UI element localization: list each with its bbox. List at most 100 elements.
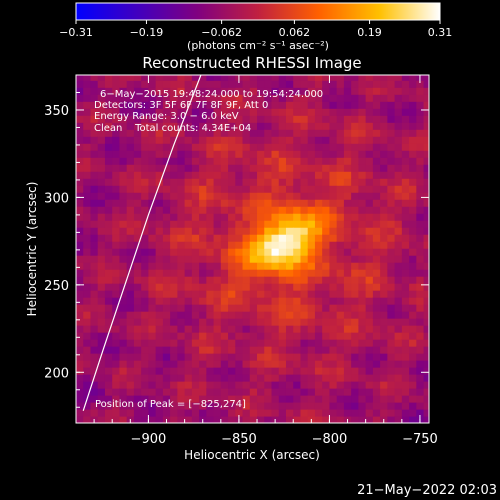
heatmap-cell [235, 367, 244, 375]
heatmap-cell [184, 87, 193, 95]
heatmap-cell [249, 94, 258, 102]
heatmap-cell [351, 374, 359, 382]
heatmap-cell [314, 122, 323, 130]
heatmap-cell [148, 311, 157, 319]
heatmap-cell [191, 164, 200, 172]
heatmap-cell [322, 199, 331, 207]
heatmap-cell [228, 402, 236, 410]
heatmap-cell [264, 75, 273, 81]
heatmap-cell [170, 283, 178, 291]
heatmap-cell [148, 332, 157, 340]
heatmap-cell [97, 255, 106, 263]
heatmap-cell [409, 213, 417, 221]
heatmap-cell [271, 143, 280, 151]
heatmap-cell [206, 129, 215, 137]
heatmap-cell [104, 115, 113, 123]
heatmap-cell [387, 318, 396, 326]
heatmap-cell [97, 75, 106, 81]
heatmap-cell [336, 248, 345, 256]
heatmap-cell [148, 374, 157, 382]
heatmap-cell [365, 75, 374, 81]
heatmap-cell [285, 122, 294, 130]
heatmap-cell [206, 304, 215, 312]
heatmap-cell [76, 346, 84, 354]
heatmap-cell [416, 157, 425, 165]
heatmap-cell [351, 234, 359, 242]
heatmap-cell [409, 255, 417, 263]
heatmap-cell [191, 206, 200, 214]
heatmap-cell [148, 75, 157, 81]
heatmap-cell [90, 381, 99, 389]
heatmap-cell [249, 283, 258, 291]
heatmap-cell [206, 297, 215, 305]
heatmap-cell [271, 185, 280, 193]
heatmap-cell [365, 409, 374, 417]
heatmap-cell [104, 192, 113, 200]
heatmap-cell [155, 213, 164, 221]
heatmap-cell [423, 122, 429, 130]
heatmap-cell [126, 115, 135, 123]
heatmap-cell [126, 220, 135, 228]
heatmap-cell [133, 234, 142, 242]
heatmap-cell [329, 87, 338, 95]
heatmap-cell [235, 339, 244, 347]
heatmap-cell [336, 241, 345, 249]
heatmap-cell [314, 283, 323, 291]
heatmap-cell [170, 311, 178, 319]
heatmap-cell [119, 374, 128, 382]
heatmap-cell [235, 409, 244, 417]
heatmap-cell [228, 108, 236, 116]
heatmap-cell [235, 206, 244, 214]
heatmap-cell [90, 87, 99, 95]
heatmap-cell [228, 318, 236, 326]
heatmap-cell [90, 206, 99, 214]
heatmap-cell [213, 395, 222, 403]
heatmap-cell [206, 143, 215, 151]
heatmap-cell [76, 157, 84, 165]
heatmap-cell [97, 227, 106, 235]
heatmap-cell [257, 346, 265, 354]
heatmap-cell [423, 311, 429, 319]
heatmap-cell [351, 304, 359, 312]
heatmap-cell [126, 241, 135, 249]
heatmap-cell [97, 136, 106, 144]
heatmap-cell [170, 115, 178, 123]
heatmap-cell [177, 199, 186, 207]
heatmap-cell [242, 206, 251, 214]
heatmap-cell [401, 409, 410, 417]
heatmap-cell [242, 178, 251, 186]
heatmap-cell [423, 94, 429, 102]
heatmap-cell [285, 318, 294, 326]
heatmap-cell [409, 192, 417, 200]
heatmap-cell [336, 75, 345, 81]
heatmap-cell [133, 416, 142, 423]
heatmap-cell [199, 227, 207, 235]
heatmap-cell [307, 402, 316, 410]
heatmap-cell [329, 269, 338, 277]
heatmap-cell [213, 304, 222, 312]
heatmap-cell [177, 94, 186, 102]
heatmap-cell [119, 304, 128, 312]
heatmap-cell [416, 311, 425, 319]
heatmap-cell [112, 241, 121, 249]
heatmap-cell [372, 283, 381, 291]
heatmap-cell [401, 388, 410, 396]
heatmap-cell [199, 234, 207, 242]
heatmap-cell [249, 255, 258, 263]
heatmap-cell [249, 318, 258, 326]
chart-title: Reconstructed RHESSI Image [142, 54, 361, 72]
heatmap-cell [394, 122, 403, 130]
heatmap-cell [104, 262, 113, 270]
heatmap-cell [148, 129, 157, 137]
heatmap-cell [285, 311, 294, 319]
heatmap-cell [220, 290, 229, 298]
heatmap-cell [199, 213, 207, 221]
heatmap-cell [155, 192, 164, 200]
heatmap-cell [322, 346, 331, 354]
heatmap-cell [314, 395, 323, 403]
heatmap-cell [76, 304, 84, 312]
heatmap-cell [300, 318, 309, 326]
heatmap-cell [148, 297, 157, 305]
heatmap-cell [235, 318, 244, 326]
heatmap-cell [148, 402, 157, 410]
